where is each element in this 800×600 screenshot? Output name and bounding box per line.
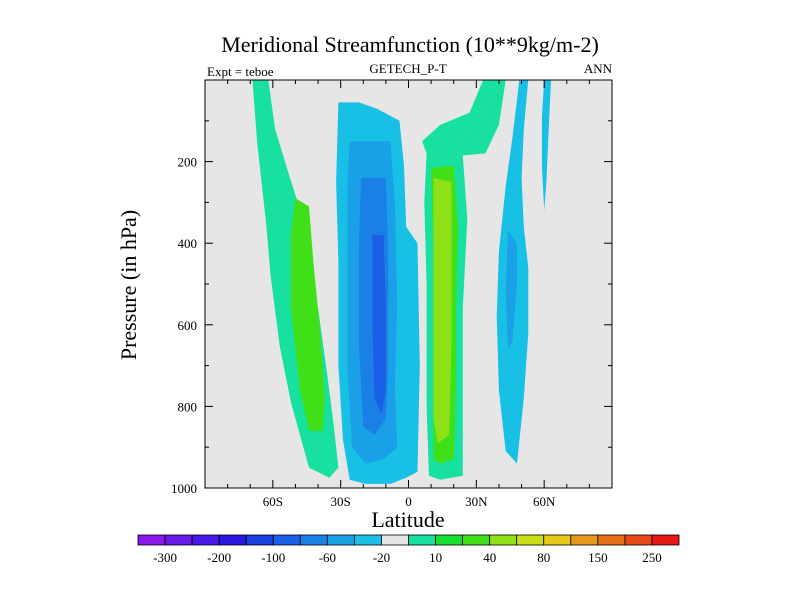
y-tick-label: 600	[178, 318, 198, 333]
center-subtitle: GETECH_P-T	[369, 61, 446, 76]
colorbar-label: 150	[588, 550, 608, 565]
sh-inner-core	[290, 198, 325, 431]
colorbar-label: 80	[537, 550, 550, 565]
y-tick-label: 1000	[171, 481, 197, 496]
colorbar-swatch	[245, 534, 274, 546]
y-tick-label: 200	[178, 155, 198, 170]
colorbar-label: 40	[483, 550, 496, 565]
nh-ferrel-core	[505, 231, 517, 350]
axis-ticks: 60S 30S 0 30N 60N 200 400 600 800 1000	[171, 80, 612, 509]
colorbar-swatch	[137, 534, 166, 546]
colorbar-label: 10	[429, 550, 442, 565]
colorbar: -300 -200 -100 -60 -20 10 40 80 150 250	[137, 534, 680, 565]
colorbar-swatch	[353, 534, 382, 546]
colorbar-swatch	[164, 534, 193, 546]
colorbar-swatch	[299, 534, 328, 546]
colorbar-swatch	[218, 534, 247, 546]
colorbar-label: 250	[642, 550, 662, 565]
colorbar-swatch	[543, 534, 572, 546]
sh-core-cell	[372, 235, 386, 415]
nh-polar-strip	[541, 80, 551, 211]
colorbar-swatch	[624, 534, 653, 546]
x-tick-label: 30S	[331, 494, 351, 509]
x-tick-label: 60N	[533, 494, 556, 509]
right-subtitle: ANN	[584, 61, 613, 76]
colorbar-swatch	[326, 534, 355, 546]
nh-upper-tongue	[422, 80, 506, 156]
left-subtitle: Expt = teboe	[207, 64, 274, 79]
colorbar-swatch	[651, 534, 680, 546]
colorbar-label: -60	[319, 550, 336, 565]
colorbar-swatch	[272, 534, 301, 546]
x-tick-label: 30N	[465, 494, 488, 509]
x-tick-label: 0	[405, 494, 412, 509]
chart-title: Meridional Streamfunction (10**9kg/m-2)	[221, 32, 599, 57]
colorbar-label: -20	[373, 550, 390, 565]
colorbar-swatch	[516, 534, 545, 546]
contour-fills	[252, 80, 551, 484]
colorbar-swatch	[191, 534, 220, 546]
colorbar-swatch	[408, 534, 436, 546]
colorbar-label: -100	[261, 550, 285, 565]
plot-area: 60S 30S 0 30N 60N 200 400 600 800 1000	[171, 79, 613, 509]
nh-hadley-core	[433, 177, 452, 444]
y-axis-title: Pressure (in hPa)	[116, 210, 141, 360]
x-tick-label: 60S	[263, 494, 283, 509]
colorbar-swatch	[435, 534, 463, 546]
x-axis-title: Latitude	[371, 507, 444, 532]
colorbar-label: -300	[153, 550, 177, 565]
colorbar-label: -200	[207, 550, 231, 565]
colorbar-swatch	[462, 534, 491, 546]
y-tick-label: 800	[178, 399, 198, 414]
colorbar-swatch	[489, 534, 518, 546]
y-tick-label: 400	[178, 236, 198, 251]
colorbar-swatch	[597, 534, 626, 546]
colorbar-swatch	[570, 534, 599, 546]
colorbar-swatch	[381, 534, 409, 546]
